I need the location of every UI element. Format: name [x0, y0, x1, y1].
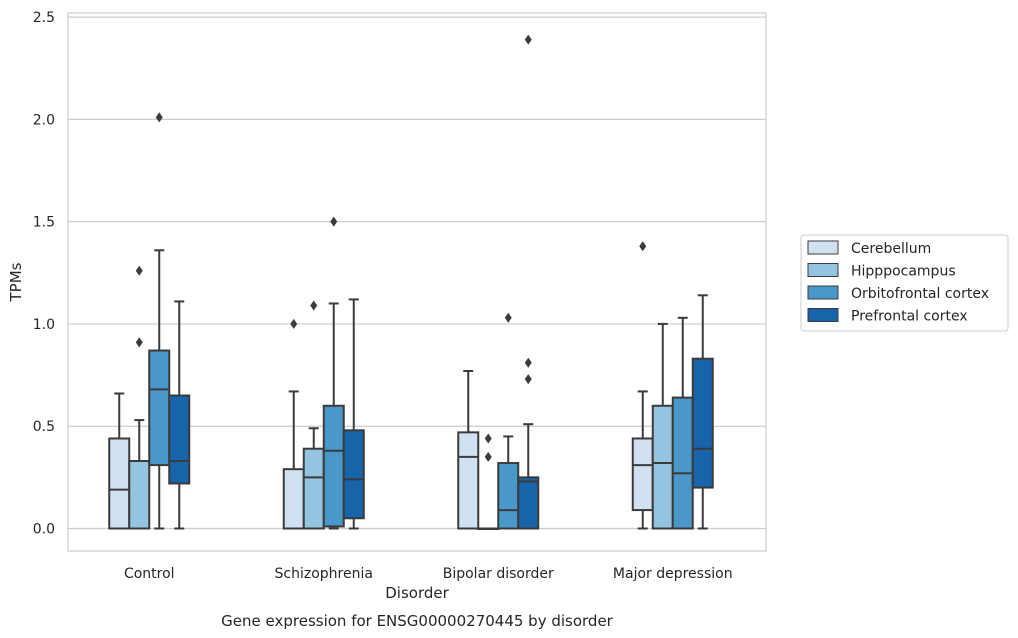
y-axis-label: TPMs	[7, 262, 25, 302]
box-iqr	[691, 357, 714, 489]
box-control-orbitofrontal-cortex	[148, 112, 171, 530]
y-tick-label: 1.5	[33, 215, 55, 231]
box-control-hipppocampus	[128, 265, 151, 530]
outlier-point	[155, 112, 163, 123]
outlier-point	[639, 241, 647, 252]
legend-swatch	[807, 285, 839, 300]
x-tick-label: Major depression	[613, 566, 733, 582]
x-axis-label: Disorder	[385, 584, 449, 602]
box-iqr	[457, 431, 480, 530]
outlier-point	[524, 374, 532, 385]
x-tick-label: Bipolar disorder	[443, 566, 554, 582]
box-major-depression-hipppocampus	[651, 322, 674, 530]
outlier-point	[135, 337, 143, 348]
box-iqr	[282, 468, 305, 530]
box-iqr	[168, 394, 191, 485]
plot-area-frame	[67, 12, 767, 552]
legend-swatch	[807, 240, 839, 255]
y-tick-label: 2.0	[33, 112, 55, 128]
legend-label: Cerebellum	[851, 241, 931, 257]
legend-label: Orbitofrontal cortex	[851, 286, 989, 302]
outlier-point	[484, 451, 492, 462]
box-iqr	[497, 462, 520, 530]
box-bipolar-disorder-cerebellum	[457, 369, 480, 530]
outlier-point	[135, 265, 143, 276]
outlier-point	[524, 357, 532, 368]
box-schizophrenia-hipppocampus	[302, 300, 325, 530]
box-bipolar-disorder-orbitofrontal-cortex	[497, 312, 520, 530]
y-tick-labels: 0.0 0.5 1.0 1.5 2.0 2.5	[33, 10, 55, 537]
box-iqr	[322, 404, 345, 528]
box-iqr	[651, 404, 674, 530]
box-iqr	[302, 447, 325, 530]
box-schizophrenia-prefrontal-cortex	[342, 298, 365, 530]
y-tick-label: 1.0	[33, 317, 55, 333]
box-iqr	[148, 349, 171, 467]
box-schizophrenia-orbitofrontal-cortex	[322, 216, 345, 530]
x-tick-labels: Control Schizophrenia Bipolar disorder Majo…	[124, 566, 733, 582]
box-schizophrenia-cerebellum	[282, 318, 305, 530]
box-control-cerebellum	[108, 392, 131, 530]
chart-title: Gene expression for ENSG00000270445 by d…	[221, 612, 614, 630]
outlier-point	[484, 433, 492, 444]
box-iqr	[342, 429, 365, 520]
outlier-point	[290, 318, 298, 329]
outlier-point	[504, 312, 512, 323]
box-iqr	[671, 396, 694, 530]
box-iqr	[517, 476, 540, 530]
x-tick-label: Control	[124, 566, 175, 582]
box-bipolar-disorder-prefrontal-cortex	[517, 34, 540, 530]
outlier-point	[310, 300, 318, 311]
outlier-point	[524, 34, 532, 45]
box-bipolar-disorder-hipppocampus	[477, 433, 500, 530]
box-major-depression-orbitofrontal-cortex	[671, 316, 694, 530]
legend-swatch	[807, 308, 839, 322]
box-major-depression-cerebellum	[631, 241, 654, 530]
y-tick-label: 2.5	[33, 10, 55, 26]
box-iqr	[128, 459, 151, 530]
y-tick-label: 0.5	[33, 419, 55, 435]
box-iqr	[631, 437, 654, 512]
legend-label: Prefrontal cortex	[851, 309, 968, 325]
legend-label: Hipppocampus	[851, 264, 956, 280]
box-major-depression-prefrontal-cortex	[691, 294, 714, 530]
y-tick-label: 0.0	[33, 521, 55, 537]
box-iqr	[108, 437, 131, 530]
legend-swatch	[807, 263, 839, 277]
legend: Cerebellum Hipppocampus Orbitofrontal cort…	[800, 234, 1009, 332]
x-tick-label: Schizophrenia	[275, 566, 373, 582]
legend-frame	[800, 234, 1009, 332]
outlier-point	[330, 216, 338, 227]
boxes-layer	[108, 34, 714, 530]
box-control-prefrontal-cortex	[168, 300, 191, 530]
